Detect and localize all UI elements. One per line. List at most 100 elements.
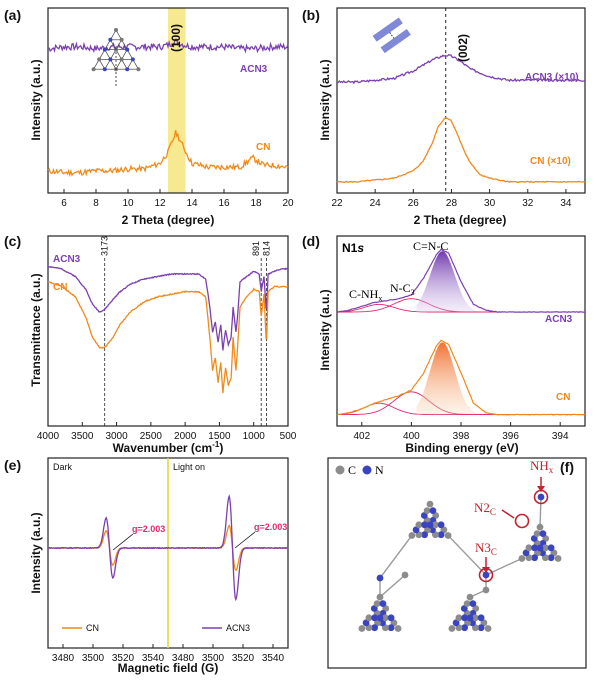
cn-main-peak-fill — [416, 342, 481, 415]
acn3-main-peak-fill — [416, 251, 481, 312]
x-tick-label: 3500 — [202, 653, 225, 664]
cn-series-line — [336, 117, 586, 184]
carbon-atom — [432, 531, 439, 539]
carbon-atom — [444, 532, 452, 539]
cnhx-annotation: C-NHx — [349, 287, 382, 303]
cn-series-label: CN — [256, 142, 270, 153]
peak-highlight-band — [168, 8, 186, 193]
nhx-arrowhead — [537, 486, 545, 492]
nitrogen-atom — [379, 600, 387, 607]
y-axis-title: Intensity (a.u.) — [318, 59, 332, 140]
x-tick-label: 3540 — [262, 653, 285, 664]
axes-frame — [47, 7, 289, 194]
carbon-atom — [432, 521, 439, 529]
nitrogen-atom — [482, 571, 490, 579]
carbon-nitride-network — [358, 489, 562, 632]
nhx-label: NHx — [530, 458, 554, 475]
carbon-atom — [401, 571, 409, 579]
carbon-atom — [463, 600, 471, 607]
peak-002-label: (002) — [456, 34, 470, 62]
y-axis-title: Intensity (a.u.) — [318, 289, 332, 370]
x-tick-label: 402 — [353, 431, 370, 442]
g-value-arrow-1 — [112, 533, 134, 551]
carbon-atom — [382, 624, 389, 632]
g-value-label-1: g=2.003 — [132, 524, 165, 534]
carbon-atom — [394, 625, 402, 632]
cn-series-label: CN (×10) — [530, 156, 571, 167]
cn-series-line — [336, 339, 586, 416]
carbon-atom — [426, 500, 434, 508]
x-tick-label: 400 — [403, 431, 420, 442]
x-tick-label: 18 — [250, 198, 262, 209]
nitrogen-atom — [536, 544, 544, 552]
panel-c-label: (c) — [4, 233, 21, 249]
nitrogen-atom — [477, 624, 485, 632]
x-tick-label: 3520 — [232, 653, 255, 664]
cn-series-line — [47, 281, 289, 394]
x-tick-label: 3480 — [172, 653, 195, 664]
nitrogen-atom — [537, 493, 545, 501]
nitrogen-atom — [469, 600, 477, 607]
x-ticks: 3480 3500 3520 3540 3480 3500 3520 3540 — [52, 644, 285, 664]
x-tick-label: 6 — [61, 198, 67, 209]
cn-series-label: CN — [556, 392, 570, 403]
carbon-atom — [408, 532, 416, 539]
nitrogen-atom — [371, 624, 378, 632]
x-tick-label: 3000 — [105, 431, 128, 442]
x-axis-title: 2 Theta (degree) — [414, 213, 507, 227]
carbon-atom — [472, 624, 479, 632]
carbon-atom — [518, 555, 526, 562]
x-tick-label: 22 — [331, 198, 343, 209]
acn3-series-line — [336, 54, 586, 85]
carbon-atom — [536, 523, 544, 531]
cn-legend-label: CN — [86, 623, 99, 633]
nitrogen-atom — [539, 530, 547, 537]
nitrogen-legend-icon — [362, 465, 372, 475]
g-value-label-2: g=2.003 — [254, 522, 287, 532]
n3c-arrowhead — [482, 567, 490, 573]
carbon-atom — [466, 593, 474, 601]
x-tick-label: 24 — [370, 198, 382, 209]
x-ticks: 402 400 398 396 394 — [353, 422, 569, 442]
x-tick-label: 4000 — [37, 431, 60, 442]
carbon-atom — [415, 521, 423, 529]
panel-c-ftir: 3173 891 814 4000 3500 3000 2500 2000 1500 1000 5… — [29, 235, 297, 455]
x-tick-label: 398 — [453, 431, 470, 442]
nitrogen-legend-label: N — [375, 463, 384, 477]
x-axis-title: Binding energy (eV) — [405, 441, 518, 455]
x-tick-label: 1500 — [208, 431, 231, 442]
y-axis-title: Transmittance (a.u.) — [29, 273, 43, 386]
x-axis-title: Magnetic field (G) — [118, 661, 219, 675]
acn3-series-label: ACN3 — [53, 254, 81, 265]
x-tick-label: 20 — [282, 198, 294, 209]
x-tick-label: 3480 — [52, 653, 75, 664]
wavenumber-markers: 3173 891 814 — [100, 236, 271, 426]
acn3-series-label: ACN3 — [545, 314, 573, 325]
panel-b-xrd-interlayer: 22 24 26 28 30 32 34 (002) ACN3 (×10) CN (×10)… — [318, 7, 586, 227]
panel-d-xps-n1s: 402 400 398 396 394 N1s C=N-C N-C3 C-NHx ACN… — [318, 235, 586, 455]
axes-frame — [336, 7, 586, 194]
x-tick-label: 394 — [552, 431, 569, 442]
nitrogen-atom — [547, 544, 555, 552]
x-tick-label: 3520 — [112, 653, 135, 664]
panel-a-label: (a) — [4, 7, 21, 23]
x-tick-label: 30 — [484, 198, 496, 209]
carbon-atom — [376, 593, 384, 601]
carbon-atom — [554, 555, 562, 562]
acn3-dark-line — [47, 516, 169, 580]
n1s-title: N1s — [342, 241, 364, 255]
x-tick-label: 3500 — [82, 653, 105, 664]
n2c-arrow — [501, 509, 515, 519]
nc3-annotation: N-C3 — [390, 281, 415, 297]
x-tick-label: 2000 — [174, 431, 197, 442]
carbon-atom — [472, 614, 479, 622]
panel-e-label: (e) — [4, 457, 21, 473]
panel-f-structure: C N NHx N2C N3C — [327, 457, 587, 669]
peak-100-label: (100) — [169, 24, 183, 52]
x-tick-label: 34 — [560, 198, 572, 209]
nitrogen-atom — [429, 507, 437, 514]
x-ticks: 6 8 10 12 14 16 18 20 — [61, 189, 294, 209]
nitrogen-atom — [437, 521, 445, 529]
acn3-light-line — [167, 494, 289, 602]
